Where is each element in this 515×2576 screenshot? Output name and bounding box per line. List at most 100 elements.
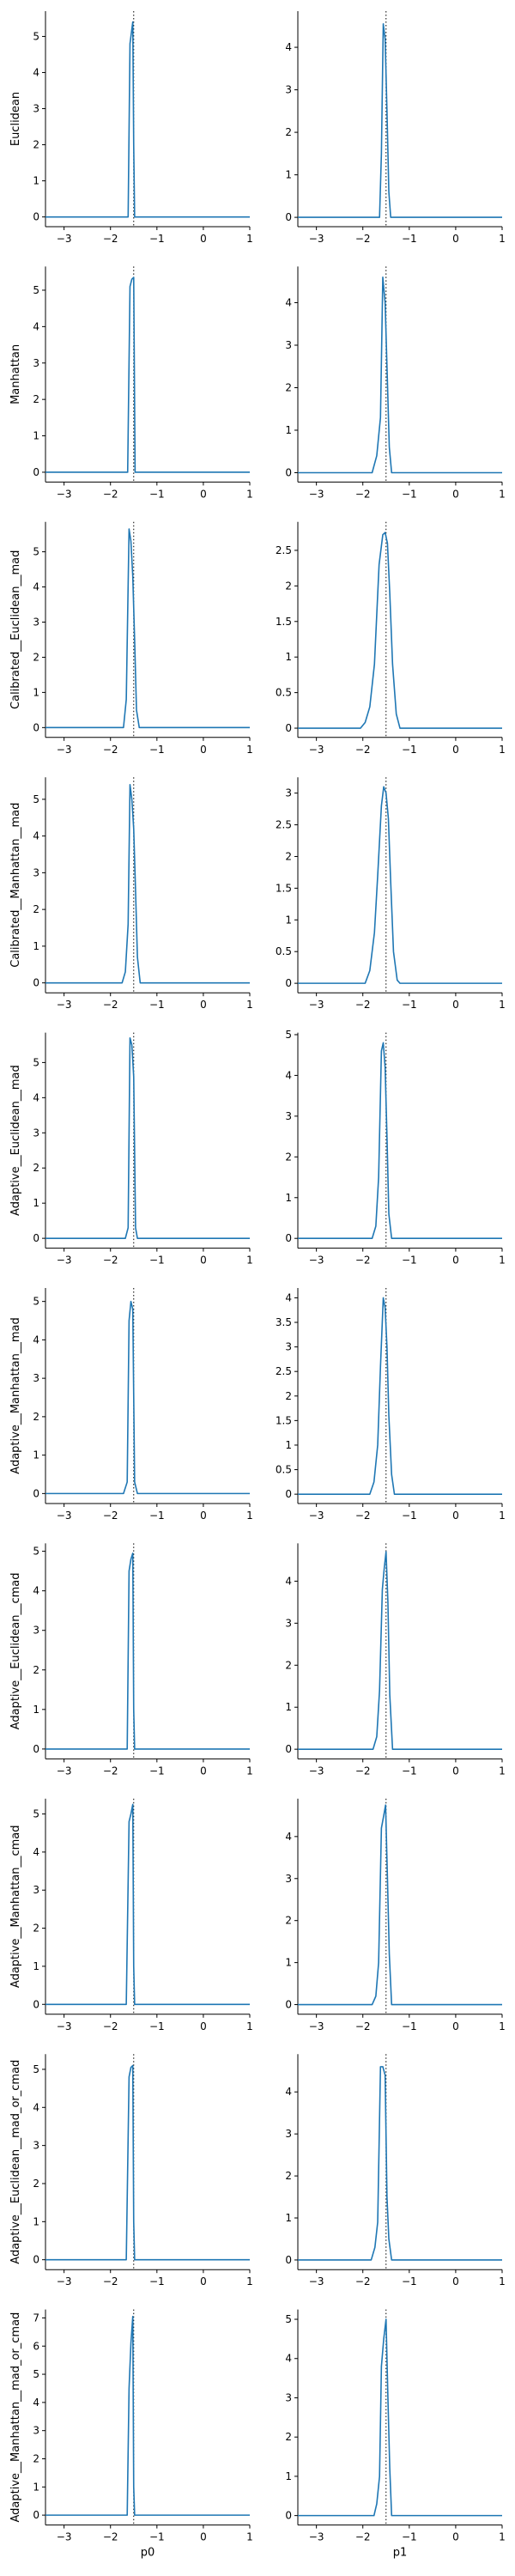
y-tick-label: 2 [33,393,39,405]
density-line [298,532,502,729]
y-tick-label: 0 [285,1232,292,1244]
x-tick-label: −3 [57,999,72,1011]
x-tick-label: −1 [149,233,165,245]
y-tick-label: 2.5 [276,1365,292,1377]
panel-r1-c1: 0 1 2 3 4 −3 −2 −1 0 1 [285,266,506,500]
panel-r4-c1: 0 1 2 3 4 5 −3 −2 −1 0 1 [285,1029,505,1267]
y-tick-label: 4 [285,1575,292,1587]
y-tick-label: 3 [285,2128,292,2140]
panel-r4-c0: 0 1 2 3 4 5 −3 −2 −1 0 1 [33,1032,253,1267]
y-tick-label: 4 [285,41,292,53]
row-ylabel: Adaptive__Manhattan__cmad [9,1826,22,1989]
y-tick-label: 4 [33,1846,39,1858]
y-tick-label: 1 [285,914,292,926]
density-line [298,2066,502,2261]
y-tick-label: 3 [33,357,39,369]
x-tick-label: −2 [103,2275,118,2287]
y-tick-label: 3 [285,2391,292,2403]
panel-r8-c1: 0 1 2 3 4 −3 −2 −1 0 1 [285,2054,506,2287]
panel-r7-c1: 0 1 2 3 4 −3 −2 −1 0 1 [285,1798,506,2032]
y-tick-label: 0 [33,721,39,733]
x-tick-label: −3 [309,1510,324,1522]
y-tick-label: 1.5 [276,882,292,894]
x-tick-label: 1 [246,2531,253,2543]
y-tick-label: 5 [33,284,39,296]
x-tick-label: 1 [499,1510,506,1522]
y-tick-label: 0 [285,977,292,989]
x-tick-label: 0 [200,999,207,1011]
y-tick-label: 0 [285,211,292,223]
panel-r1-c0: 0 1 2 3 4 5 −3 −2 −1 0 1 [33,266,253,500]
y-tick-label: 0 [285,1488,292,1500]
x-tick-label: 1 [246,233,253,245]
y-tick-label: 2 [285,126,292,138]
x-tick-label: −3 [309,488,324,500]
column-xlabel: p0 [141,2547,155,2560]
x-tick-label: −1 [149,1765,165,1777]
density-line [298,786,502,984]
x-tick-label: 0 [200,1765,207,1777]
x-tick-label: −2 [103,233,118,245]
density-line [298,1551,502,1750]
y-tick-label: 3 [285,339,292,351]
y-tick-label: 2 [285,1151,292,1163]
panel-r6-c0: 0 1 2 3 4 5 −3 −2 −1 0 1 [33,1543,253,1777]
y-tick-label: 1 [285,1701,292,1713]
y-tick-label: 2 [285,1915,292,1927]
y-tick-label: 4 [285,2353,292,2365]
y-tick-label: 0 [285,1999,292,2011]
y-tick-label: 1 [33,1197,39,1209]
y-tick-label: 1.5 [276,616,292,628]
y-tick-label: 2 [33,1411,39,1423]
density-line [45,1803,250,2006]
y-tick-label: 2 [285,1659,292,1671]
y-tick-label: 4 [285,1291,292,1303]
x-tick-label: −2 [103,744,118,756]
x-tick-label: 1 [499,1765,506,1777]
x-tick-label: −1 [402,1510,417,1522]
density-line [298,1042,502,1240]
y-tick-label: 1 [285,651,292,663]
x-tick-label: −2 [355,744,371,756]
y-tick-label: 0 [33,2254,39,2266]
y-tick-label: 4 [285,296,292,308]
y-tick-label: 2.5 [276,819,292,831]
row-ylabel: Calibrated__Euclidean__mad [9,550,22,709]
y-tick-label: 0 [33,1743,39,1755]
x-tick-label: −2 [355,1255,371,1267]
x-tick-label: −3 [57,233,72,245]
y-tick-label: 1 [285,2212,292,2224]
x-tick-label: −3 [309,2275,324,2287]
x-tick-label: 1 [246,1765,253,1777]
y-tick-label: 4 [33,2397,39,2409]
density-line [45,276,250,473]
y-tick-label: 0 [33,466,39,478]
panel-r2-c0: 0 1 2 3 4 5 −3 −2 −1 0 1 [33,521,253,756]
y-tick-label: 0 [285,722,292,734]
y-tick-label: 1 [285,1957,292,1969]
density-line [45,1300,250,1495]
x-tick-label: −3 [57,1510,72,1522]
density-line [298,23,502,218]
y-tick-label: 5 [33,546,39,558]
y-tick-label: 2 [33,1923,39,1935]
panel-r2-c1: 0 0.5 1 1.5 2 2.5 −3 −2 −1 0 1 [276,521,506,756]
x-tick-label: 0 [452,233,459,245]
y-tick-label: 1 [33,1704,39,1716]
y-tick-label: 5 [33,793,39,805]
y-tick-label: 0 [33,2509,39,2521]
x-tick-label: 1 [246,1255,253,1267]
y-tick-label: 0 [285,1743,292,1755]
y-tick-label: 3 [285,1110,292,1122]
x-tick-label: 0 [452,2020,459,2032]
y-tick-label: 1.5 [276,1414,292,1426]
y-tick-label: 0.5 [276,687,292,699]
x-tick-label: −2 [103,2531,118,2543]
y-tick-label: 2 [33,2452,39,2464]
x-tick-label: −3 [309,2531,324,2543]
x-tick-label: −2 [103,1765,118,1777]
panel-r5-c0: 0 1 2 3 4 5 −3 −2 −1 0 1 [33,1288,253,1522]
x-tick-label: −3 [309,2020,324,2032]
y-tick-label: 4 [33,2101,39,2113]
